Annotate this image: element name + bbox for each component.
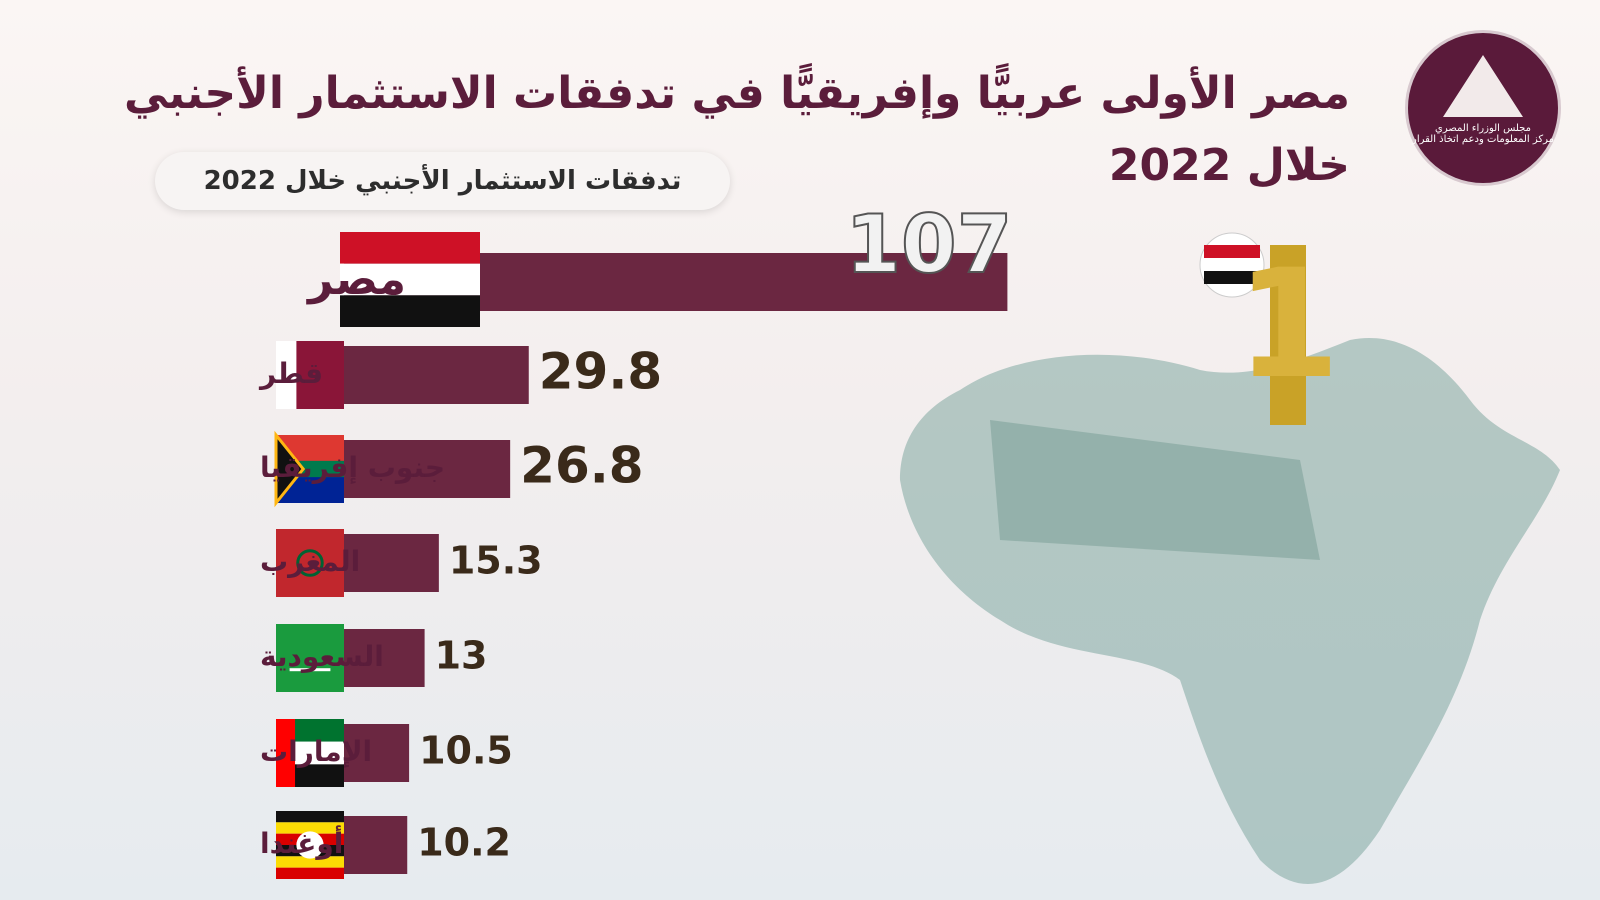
subtitle: تدفقات الاستثمار الأجنبي خلال 2022 [155, 152, 730, 210]
title: مصر الأولى عربيًّا وإفريقيًّا في تدفقات … [123, 68, 1350, 191]
flag [276, 719, 296, 787]
flag [276, 822, 344, 834]
flag [274, 430, 306, 508]
value-label: 10.2 [417, 821, 511, 865]
category-label: السعودية [260, 640, 384, 673]
pin-flag [1204, 245, 1260, 258]
bar [344, 629, 425, 687]
category-label: مصر [306, 254, 406, 305]
banknote [990, 420, 1320, 560]
africa-map [900, 338, 1560, 884]
rank-badge-bg [1270, 245, 1306, 425]
flag [296, 831, 324, 859]
flag [340, 295, 480, 327]
value-label: 29.8 [539, 343, 662, 401]
value-label: 10.5 [419, 729, 513, 773]
flag [276, 867, 344, 879]
category-label: الإمارات [260, 735, 372, 768]
flag [296, 549, 324, 577]
category-label: أوغندا [260, 825, 343, 860]
bar [344, 346, 529, 404]
logo: مجلس الوزراء المصري مركز المعلومات ودعم … [1405, 30, 1561, 186]
category-label: جنوب إفريقيا [260, 451, 445, 485]
logo-emblem [1443, 55, 1523, 117]
bar [344, 816, 408, 874]
flag [340, 232, 480, 264]
bar [344, 534, 439, 592]
category-label: المغرب [260, 545, 360, 578]
flag [340, 263, 480, 296]
logo-text: مجلس الوزراء المصري [1435, 123, 1531, 134]
pin-flag [1204, 271, 1260, 284]
flag [276, 856, 344, 868]
rank-badge: 1 [1236, 238, 1340, 412]
bar [344, 440, 511, 498]
flag [276, 341, 297, 409]
value-label: 13 [435, 634, 488, 678]
value-label: 107 [845, 198, 1012, 291]
flag [276, 811, 344, 823]
logo-text: مركز المعلومات ودعم اتخاذ القرار [1411, 134, 1555, 145]
flag [289, 668, 331, 672]
category-label: قطر [258, 357, 323, 390]
value-label: 15.3 [449, 539, 543, 583]
flag [276, 529, 344, 597]
value-label: 26.8 [520, 437, 643, 495]
flag [276, 624, 344, 692]
bar [344, 724, 410, 782]
